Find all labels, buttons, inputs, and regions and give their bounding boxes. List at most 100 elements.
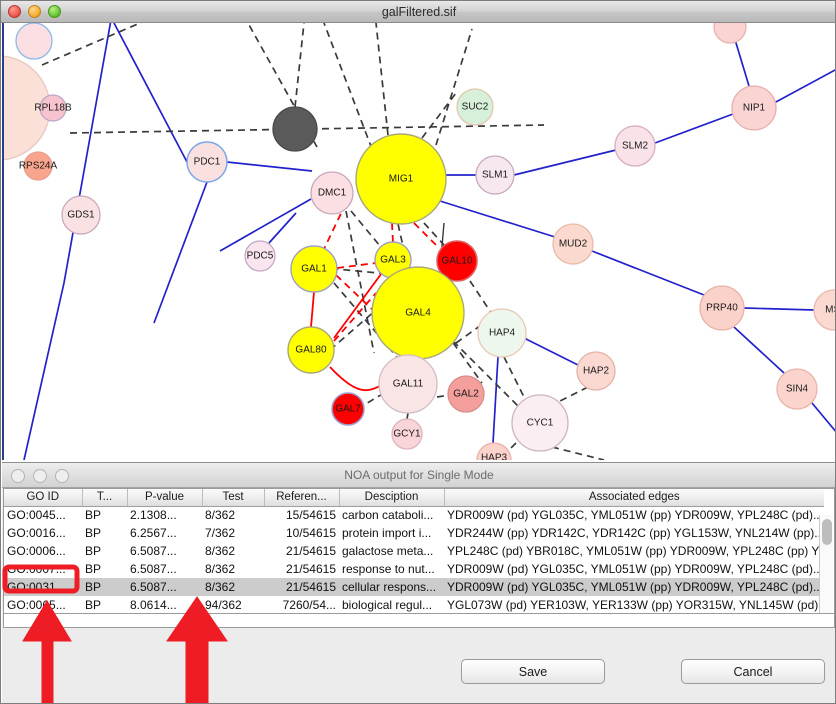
node-PDC5[interactable] <box>244 240 276 272</box>
node-HAP2[interactable] <box>576 351 616 391</box>
noa-close-button[interactable] <box>11 469 25 483</box>
noa-minimize-button[interactable] <box>33 469 47 483</box>
node-label-GAL80: GAL80 <box>295 345 327 356</box>
table-vertical-scrollbar[interactable] <box>819 515 833 613</box>
cell-type: BP <box>85 598 102 612</box>
table-row[interactable]: GO:0016... BP 6.2567... 7/362 10/54615 p… <box>4 524 824 542</box>
column-header-type[interactable]: T... <box>82 489 128 507</box>
scrollbar-thumb[interactable] <box>822 519 832 545</box>
node-label-RPL18B: RPL18B <box>34 103 72 114</box>
node-GDS1[interactable] <box>61 195 101 235</box>
node-GAL80[interactable] <box>287 326 335 374</box>
node-SLM2[interactable] <box>614 125 656 167</box>
network-nodes[interactable]: RPL18B RPS24A GDS1 PDC1 PDC5 DMC1 MIG1 S… <box>4 23 836 460</box>
node-label-GAL1: GAL1 <box>301 264 327 275</box>
noa-output-dialog: NOA output for Single Mode GO ID T... P-… <box>2 462 835 703</box>
noa-dialog-title: NOA output for Single Mode <box>344 468 494 482</box>
node-MIG1[interactable] <box>355 133 447 225</box>
cell-p-value: 2.1308... <box>130 508 177 523</box>
minimize-window-button[interactable] <box>28 5 41 18</box>
node-GAL11[interactable] <box>378 354 438 414</box>
node-label-GAL2: GAL2 <box>453 389 479 400</box>
node-DMC1[interactable] <box>310 171 354 215</box>
node-PDC1[interactable] <box>186 141 228 183</box>
cell-p-value: 8.0614... <box>130 598 177 612</box>
cancel-button[interactable]: Cancel <box>681 659 825 684</box>
cell-p-value: 6.5087... <box>130 562 177 576</box>
node-label-GDS1: GDS1 <box>67 210 95 221</box>
cell-associated-edges: YPL248C (pd) YBR018C, YML051W (pp) YDR00… <box>447 544 824 558</box>
node-GCY1[interactable] <box>391 418 423 450</box>
table-row[interactable]: GO:0006... BP 6.5087... 8/362 21/54615 g… <box>4 542 824 560</box>
column-header-p-value[interactable]: P-value <box>127 489 203 507</box>
node-RPS24A[interactable] <box>23 151 53 181</box>
node-PRP40[interactable] <box>699 285 745 331</box>
node-HAP3[interactable] <box>476 442 512 460</box>
node-label-CYC1: CYC1 <box>527 418 554 429</box>
column-header-associated-edges[interactable]: Associated edges <box>444 489 824 507</box>
node-RPL18B[interactable] <box>39 94 67 122</box>
node-partial-top-left[interactable] <box>15 23 53 60</box>
node-NIP1[interactable] <box>731 85 777 131</box>
save-button[interactable]: Save <box>461 659 605 684</box>
column-header-description[interactable]: Desciption <box>339 489 445 507</box>
node-GAL7[interactable] <box>331 392 365 426</box>
node-partial-top-right[interactable] <box>713 23 747 44</box>
node-MUD2[interactable] <box>552 223 594 265</box>
window-traffic-lights[interactable] <box>8 5 61 18</box>
node-GAL2[interactable] <box>447 375 485 413</box>
cell-test: 8/362 <box>202 578 264 596</box>
node-CYC1[interactable] <box>511 394 569 452</box>
node-SUC2[interactable] <box>456 88 494 126</box>
table-row[interactable]: GO:0007... BP 6.5087... 8/362 21/54615 r… <box>4 560 824 578</box>
column-header-reference[interactable]: Referen... <box>264 489 340 507</box>
table-row[interactable]: GO:0045... BP 2.1308... 8/362 15/54615 c… <box>4 506 824 524</box>
node-SIN4[interactable] <box>776 368 818 410</box>
cell-description: response to nut... <box>342 562 435 576</box>
cell-type: BP <box>85 526 102 540</box>
table-header-row: GO ID T... P-value Test Referen... Desci… <box>4 489 824 507</box>
cell-description: cellular respons... <box>339 578 444 596</box>
results-table[interactable]: GO ID T... P-value Test Referen... Desci… <box>4 489 824 613</box>
node-label-GAL4: GAL4 <box>405 308 431 319</box>
cell-test: 8/362 <box>205 562 236 576</box>
node-hub-dark[interactable] <box>272 106 318 152</box>
node-SLM1[interactable] <box>475 155 515 195</box>
network-canvas[interactable]: .eb{stroke:#2222cc;stroke-width:1.7;fill… <box>2 23 836 460</box>
table-row[interactable]: GO:0065... BP 8.0614... 94/362 7260/54..… <box>4 596 824 613</box>
cell-type: BP <box>85 562 102 576</box>
node-GAL1[interactable] <box>290 245 338 293</box>
column-header-test[interactable]: Test <box>202 489 265 507</box>
cell-reference: 10/54615 <box>285 526 336 540</box>
results-table-body[interactable]: GO:0045... BP 2.1308... 8/362 15/54615 c… <box>4 506 824 613</box>
cell-test: 94/362 <box>205 598 242 612</box>
results-table-container[interactable]: GO ID T... P-value Test Referen... Desci… <box>3 488 835 614</box>
network-graph[interactable]: .eb{stroke:#2222cc;stroke-width:1.7;fill… <box>4 23 836 460</box>
close-window-button[interactable] <box>8 5 21 18</box>
table-row-selected[interactable]: GO:0031... BP 6.5087... 8/362 21/54615 c… <box>4 578 824 596</box>
cell-description: biological regul... <box>342 598 433 612</box>
column-header-go-id[interactable]: GO ID <box>4 489 83 507</box>
cell-p-value: 6.5087... <box>127 578 202 596</box>
node-label-SLM2: SLM2 <box>622 141 649 152</box>
cell-go-id: GO:0065... <box>7 598 66 612</box>
noa-maximize-button[interactable] <box>55 469 69 483</box>
node-HAP4[interactable] <box>477 308 527 358</box>
node-MSI[interactable] <box>813 289 836 331</box>
node-GAL10[interactable] <box>436 240 478 282</box>
noa-traffic-lights[interactable] <box>11 469 69 483</box>
cell-reference: 15/54615 <box>285 508 336 523</box>
node-label-MUD2: MUD2 <box>559 239 588 250</box>
node-label-GAL10: GAL10 <box>441 256 473 267</box>
cell-associated-edges: YDR009W (pd) YGL035C, YML051W (pp) YDR00… <box>444 578 824 596</box>
cell-go-id: GO:0045... <box>7 508 66 523</box>
node-label-HAP2: HAP2 <box>583 366 610 377</box>
maximize-window-button[interactable] <box>48 5 61 18</box>
node-label-PDC5: PDC5 <box>247 251 274 262</box>
node-label-HAP4: HAP4 <box>489 328 516 339</box>
node-label-SUC2: SUC2 <box>462 102 489 113</box>
cell-type: BP <box>82 578 127 596</box>
cell-associated-edges: YDR009W (pd) YGL035C, YML051W (pp) YDR00… <box>447 508 823 523</box>
cell-go-id: GO:0007... <box>7 562 66 576</box>
noa-title-bar: NOA output for Single Mode <box>2 463 835 488</box>
